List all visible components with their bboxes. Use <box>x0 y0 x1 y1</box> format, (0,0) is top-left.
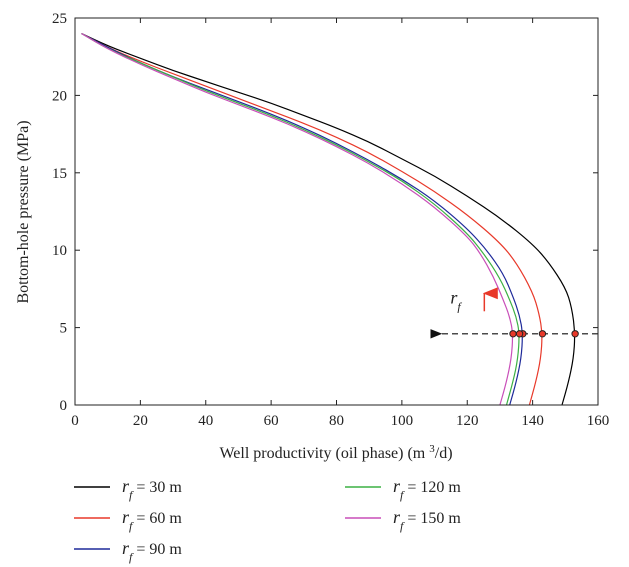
marker-point-5 <box>509 330 517 338</box>
x-axis-label: Well productivity (oil phase) (m 3/d) <box>219 443 452 462</box>
legend-item-5: rf = 150 m <box>345 507 461 533</box>
x-tick-label: 40 <box>198 413 213 429</box>
marker-point-2 <box>538 330 547 338</box>
y-tick-label: 0 <box>60 398 68 414</box>
series-line-5 <box>81 32 514 406</box>
x-tick-label: 160 <box>587 413 610 429</box>
y-tick-label: 5 <box>60 321 68 337</box>
legend: rf = 30 m rf = 60 m rf = 90 m rf = 120 m rf … <box>74 476 461 564</box>
y-tick-label: 20 <box>52 88 67 104</box>
y-axis-label: Bottom-hole pressure (MPa) <box>15 120 32 303</box>
marker-point-4 <box>515 330 524 338</box>
legend-item-2: rf = 60 m <box>74 507 182 533</box>
plot-frame <box>74 17 599 406</box>
legend-label: rf = 90 m <box>122 538 182 564</box>
x-tick-label: 140 <box>521 413 544 429</box>
legend-item-1: rf = 30 m <box>74 476 182 502</box>
legend-label: rf = 150 m <box>393 507 461 533</box>
series-line-3 <box>81 32 523 406</box>
legend-item-3: rf = 90 m <box>74 538 182 564</box>
x-tick-label: 80 <box>329 413 344 429</box>
marker-point-1 <box>571 330 579 338</box>
legend-label: rf = 30 m <box>122 476 182 502</box>
series-line-1 <box>81 32 576 406</box>
x-tick-label: 60 <box>264 413 279 429</box>
axis-ticks: 0 20 40 60 80 100 120 140 160 0 5 10 15 20 25 <box>52 11 609 429</box>
x-tick-label: 120 <box>456 413 479 429</box>
series-line-4 <box>81 32 520 406</box>
y-tick-label: 15 <box>52 166 67 182</box>
y-tick-label: 10 <box>52 243 67 259</box>
y-tick-label: 25 <box>52 11 67 27</box>
x-tick-label: 100 <box>391 413 414 429</box>
x-tick-label: 0 <box>71 413 79 429</box>
x-tick-label: 20 <box>133 413 148 429</box>
annotation-label: rf <box>450 287 462 313</box>
plot-area: rf <box>81 32 598 406</box>
series-line-2 <box>81 32 543 406</box>
legend-label: rf = 60 m <box>122 507 182 533</box>
legend-label: rf = 120 m <box>393 476 461 502</box>
legend-item-4: rf = 120 m <box>345 476 461 502</box>
